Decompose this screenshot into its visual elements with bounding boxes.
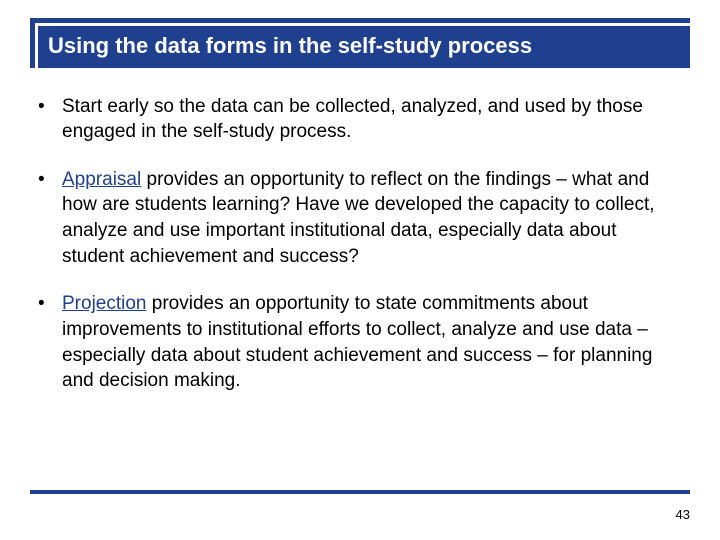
bullet-text: Start early so the data can be collected… [62,94,682,145]
keyword-appraisal: Appraisal [62,169,141,190]
bullet-list: • Start early so the data can be collect… [38,94,682,394]
page-number: 43 [676,507,690,522]
footer-rule [30,490,690,494]
keyword-projection: Projection [62,293,147,314]
bullet-rest: provides an opportunity to reflect on th… [62,169,655,267]
list-item: • Projection provides an opportunity to … [38,291,682,394]
list-item: • Appraisal provides an opportunity to r… [38,167,682,270]
list-item: • Start early so the data can be collect… [38,94,682,145]
title-border: Using the data forms in the self-study p… [30,18,690,68]
content-area: • Start early so the data can be collect… [30,68,690,394]
bullet-marker: • [38,167,62,193]
slide-title: Using the data forms in the self-study p… [38,26,690,68]
bullet-text: Appraisal provides an opportunity to ref… [62,167,682,270]
bullet-marker: • [38,291,62,317]
bullet-text: Projection provides an opportunity to st… [62,291,682,394]
bullet-rest: provides an opportunity to state commitm… [62,293,652,391]
slide: Using the data forms in the self-study p… [0,0,720,540]
bullet-marker: • [38,94,62,120]
